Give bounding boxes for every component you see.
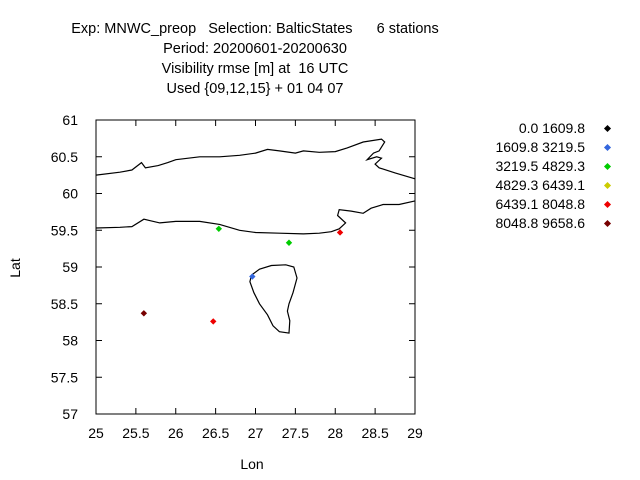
y-tick-3: 58.5: [51, 296, 415, 312]
y-tick-label: 58.5: [51, 296, 78, 312]
x-tick-2: 26: [168, 120, 184, 441]
y-tick-0: 57: [62, 406, 415, 422]
x-axis-label: Lon: [240, 456, 263, 472]
x-tick-8: 29: [407, 120, 423, 441]
station-point-4: [140, 310, 148, 317]
plot-frame: [95, 119, 416, 415]
legend-label: 0.0 1609.8: [518, 120, 585, 136]
y-axis-label: Lat: [7, 258, 23, 278]
title-line-period: Period: 20200601-20200630: [163, 41, 347, 57]
legend-entry-0: 0.0 1609.8: [440, 119, 612, 138]
x-tick-label: 25.5: [122, 425, 149, 441]
y-tick-label: 57: [62, 406, 78, 422]
coastline-0: [95, 138, 416, 180]
y-tick-5: 59.5: [51, 222, 415, 238]
legend-marker: [603, 143, 612, 152]
x-tick-6: 28: [327, 120, 343, 441]
legend-entry-3: 4829.3 6439.1: [440, 176, 612, 195]
legend-marker: [603, 162, 612, 171]
chart-title-block: Exp: MNWC_preop Selection: BalticStates …: [0, 19, 510, 99]
x-tick-label: 27.5: [282, 425, 309, 441]
legend-marker: [603, 124, 612, 133]
y-tick-label: 57.5: [51, 369, 78, 385]
legend-marker: [603, 200, 612, 209]
legend-entry-5: 8048.8 9658.6: [440, 214, 612, 233]
legend-label: 4829.3 6439.1: [495, 177, 585, 193]
x-tick-3: 26.5: [202, 120, 229, 441]
x-tick-label: 29: [407, 425, 423, 441]
y-tick-label: 59.5: [51, 222, 78, 238]
station-point-0: [215, 225, 223, 232]
legend-entry-1: 1609.8 3219.5: [440, 138, 612, 157]
y-tick-label: 60.5: [51, 149, 78, 165]
x-tick-label: 28: [327, 425, 343, 441]
x-tick-0: 25: [88, 120, 104, 441]
station-point-3: [249, 273, 256, 280]
y-tick-1: 57.5: [51, 369, 415, 385]
y-tick-label: 60: [62, 186, 78, 202]
x-tick-label: 26: [168, 425, 184, 441]
station-point-1: [285, 239, 293, 246]
y-tick-6: 60: [62, 186, 415, 202]
station-point-5: [210, 318, 217, 325]
y-tick-4: 59: [62, 259, 415, 275]
legend-label: 3219.5 4829.3: [495, 158, 585, 174]
legend-label: 1609.8 3219.5: [495, 139, 585, 155]
legend-entry-4: 6439.1 8048.8: [440, 195, 612, 214]
y-tick-2: 58: [62, 333, 415, 349]
legend-label: 8048.8 9658.6: [495, 215, 585, 231]
y-tick-8: 61: [62, 112, 415, 128]
legend-label: 6439.1 8048.8: [495, 196, 585, 212]
legend-marker: [603, 181, 612, 190]
legend: 0.0 1609.8 1609.8 3219.5 3219.5 4829.3 4829…: [440, 119, 612, 233]
y-tick-label: 58: [62, 333, 78, 349]
y-tick-7: 60.5: [51, 149, 415, 165]
coastline-layer: [95, 138, 416, 334]
station-points: [140, 225, 344, 325]
x-tick-label: 27: [248, 425, 264, 441]
x-tick-label: 25: [88, 425, 104, 441]
x-tick-4: 27: [248, 120, 264, 441]
title-line-experiment: Exp: MNWC_preop Selection: BalticStates …: [71, 21, 439, 37]
x-tick-5: 27.5: [282, 120, 309, 441]
title-line-parameter: Visibility rmse [m] at 16 UTC: [161, 61, 349, 77]
coastline-1: [95, 200, 416, 235]
title-line-used: Used {09,12,15} + 01 04 07: [166, 81, 344, 97]
x-tick-label: 28.5: [362, 425, 389, 441]
y-tick-label: 59: [62, 259, 78, 275]
x-tick-7: 28.5: [362, 120, 389, 441]
legend-entry-2: 3219.5 4829.3: [440, 157, 612, 176]
axis-ticks: 25 25.5 26 26.5 27 27.5 28 28.5 29 57 57.5 58 58.5 59…: [51, 112, 423, 441]
x-tick-1: 25.5: [122, 120, 150, 441]
y-tick-label: 61: [62, 112, 78, 128]
station-point-2: [336, 229, 344, 236]
legend-marker: [603, 219, 612, 228]
coastline-2: [249, 264, 298, 334]
x-tick-label: 26.5: [202, 425, 229, 441]
